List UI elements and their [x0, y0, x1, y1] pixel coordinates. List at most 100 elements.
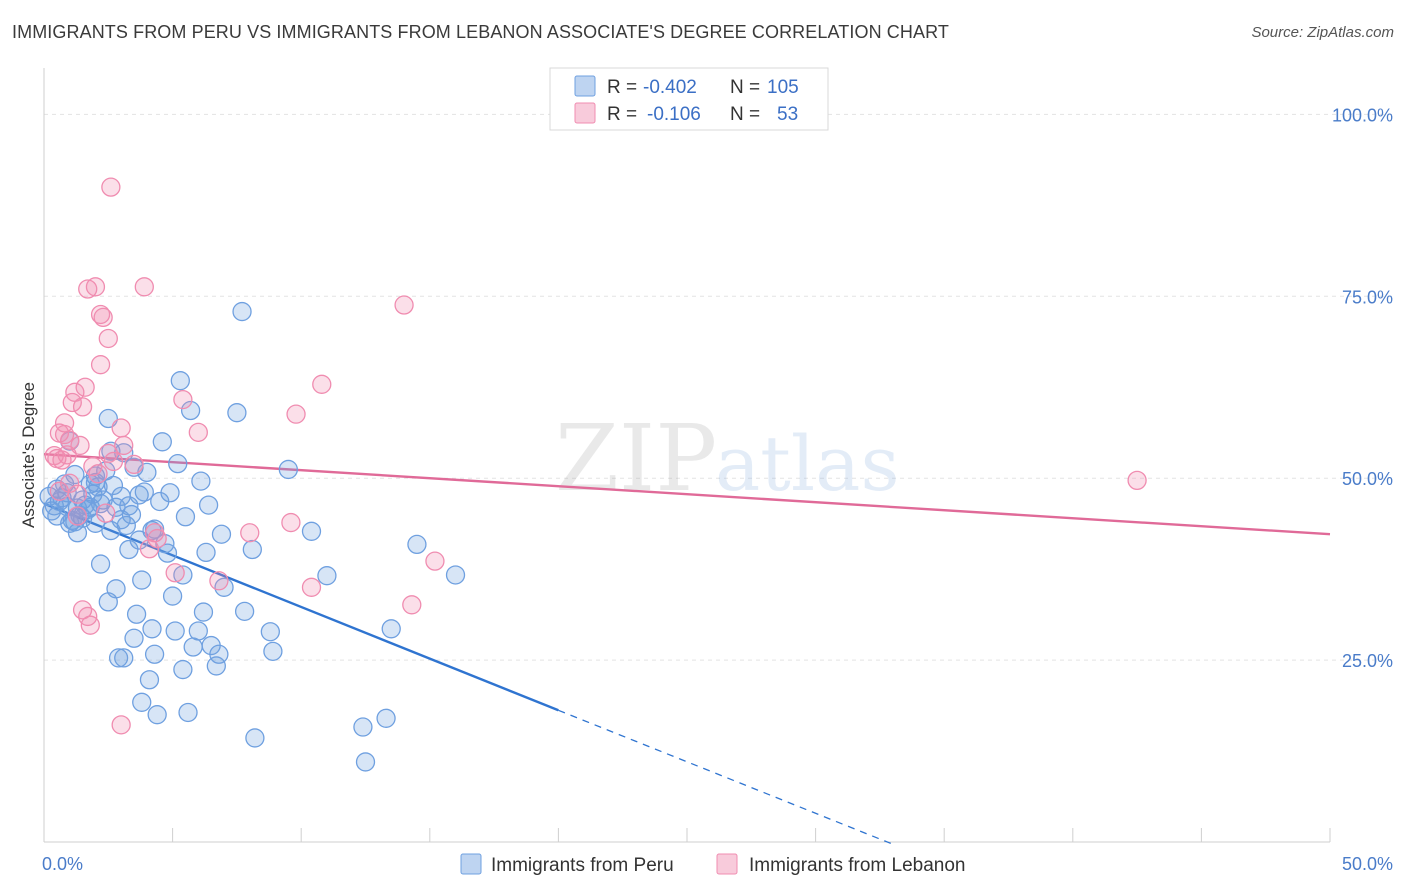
- data-point: [85, 513, 106, 533]
- data-point: [402, 595, 422, 615]
- data-point: [85, 277, 106, 297]
- data-point: [75, 377, 95, 397]
- data-point: [196, 542, 216, 563]
- data-point: [214, 577, 234, 597]
- data-point: [90, 554, 111, 574]
- data-point: [90, 494, 111, 514]
- data-point: [232, 301, 252, 322]
- data-point: [103, 451, 124, 472]
- data-point: [193, 602, 214, 622]
- legend-label-lebanon: Immigrants from Lebanon: [749, 855, 966, 876]
- data-point: [147, 705, 167, 725]
- chart-title: IMMIGRANTS FROM PERU VS IMMIGRANTS FROM …: [12, 22, 949, 42]
- data-point: [78, 279, 98, 299]
- data-point: [175, 507, 196, 527]
- data-point: [355, 752, 376, 772]
- data-point: [381, 619, 401, 639]
- data-point: [111, 715, 131, 735]
- legend-n-value-lebanon: 53: [777, 104, 798, 125]
- data-point: [72, 397, 93, 417]
- data-point: [353, 717, 373, 737]
- legend-swatch-lebanon: [574, 102, 596, 124]
- data-point: [116, 515, 136, 536]
- data-point: [173, 659, 193, 680]
- data-point: [60, 430, 80, 451]
- data-point: [312, 374, 332, 394]
- data-point: [142, 619, 162, 639]
- legend-r-value-lebanon: -0.106: [647, 104, 701, 125]
- data-point: [445, 565, 466, 585]
- y-tick-label: 75.0%: [1342, 287, 1393, 307]
- data-point: [407, 534, 427, 555]
- data-point: [152, 432, 172, 452]
- data-point: [126, 604, 147, 624]
- data-point: [90, 355, 111, 375]
- data-point: [301, 577, 322, 597]
- data-point: [132, 692, 152, 712]
- data-point: [98, 328, 118, 349]
- data-point: [160, 483, 180, 503]
- y-axis-title: Associate's Degree: [19, 382, 38, 528]
- data-point: [144, 644, 165, 664]
- data-point: [103, 475, 124, 496]
- data-point: [67, 506, 88, 526]
- data-point: [114, 435, 134, 456]
- legend-swatch-peru: [460, 853, 482, 875]
- x-tick-label: 50.0%: [1342, 854, 1393, 874]
- legend-swatch-lebanon: [716, 853, 738, 875]
- data-point: [134, 482, 154, 502]
- legend-label-peru: Immigrants from Peru: [491, 855, 674, 876]
- watermark-atlas: atlas: [715, 419, 899, 508]
- data-point: [101, 177, 121, 197]
- data-point: [80, 615, 100, 635]
- data-point: [178, 702, 198, 723]
- data-point: [165, 563, 185, 583]
- series-peru: [39, 301, 466, 772]
- data-point: [129, 485, 149, 505]
- data-point: [209, 644, 229, 664]
- data-point: [1127, 470, 1147, 491]
- data-point: [286, 404, 306, 424]
- data-point: [101, 520, 121, 541]
- data-point: [49, 481, 70, 501]
- data-point: [139, 670, 160, 690]
- data-point: [170, 371, 190, 391]
- data-point: [162, 586, 183, 606]
- data-point: [206, 656, 226, 676]
- legend-n-label: N =: [730, 104, 760, 125]
- y-tick-label: 100.0%: [1332, 105, 1393, 125]
- data-point: [98, 408, 118, 429]
- data-point: [198, 495, 219, 515]
- legend-r-label: R =: [607, 77, 637, 98]
- data-point: [425, 551, 445, 571]
- data-point: [278, 459, 298, 480]
- data-point: [394, 295, 414, 315]
- legend-n-label: N =: [730, 77, 760, 98]
- data-point: [60, 473, 80, 493]
- data-point: [165, 621, 185, 641]
- data-point: [57, 445, 77, 465]
- y-tick-label: 50.0%: [1342, 469, 1393, 489]
- data-point: [376, 708, 396, 728]
- data-point: [209, 571, 229, 591]
- x-tick-label: 0.0%: [42, 854, 83, 874]
- data-point: [88, 464, 108, 484]
- source-label: Source: ZipAtlas.com: [1251, 24, 1394, 41]
- data-point: [242, 539, 262, 560]
- trend-line-peru: [43, 502, 559, 712]
- legend-swatch-peru: [574, 75, 596, 97]
- data-point: [211, 524, 232, 544]
- data-point: [124, 628, 144, 648]
- data-point: [90, 304, 111, 325]
- data-point: [70, 435, 90, 456]
- data-point: [281, 512, 301, 533]
- data-point: [67, 484, 88, 504]
- data-point: [227, 403, 247, 423]
- data-point: [240, 523, 260, 543]
- data-point: [106, 579, 126, 599]
- data-point: [114, 648, 134, 668]
- legend-n-value-peru: 105: [767, 77, 799, 98]
- data-point: [301, 521, 322, 541]
- trend-lines: [43, 452, 1331, 845]
